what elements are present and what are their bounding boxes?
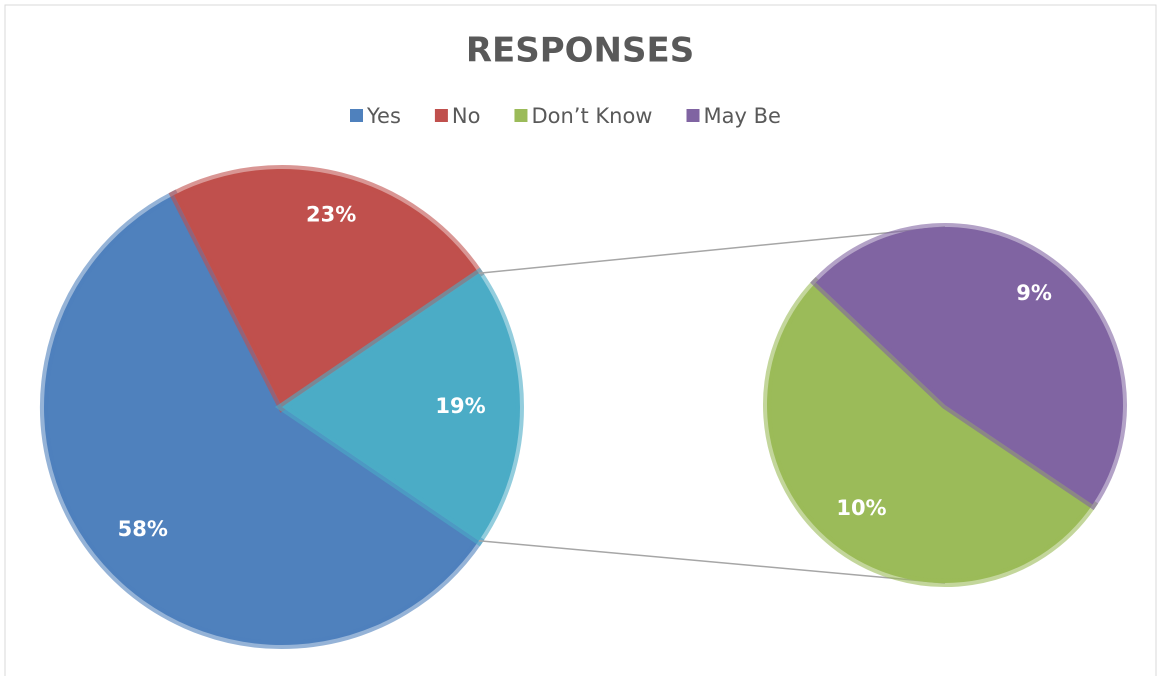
legend-label: No (452, 104, 481, 128)
data-label: 19% (435, 394, 485, 418)
data-label: 23% (306, 203, 356, 227)
legend-label: Yes (366, 104, 401, 128)
legend-swatch (434, 109, 448, 122)
legend-label: Don’t Know (531, 104, 652, 128)
data-label: 58% (118, 517, 168, 541)
pie-slice (168, 165, 485, 413)
pie-slice (40, 189, 485, 649)
data-label: 10% (836, 496, 886, 520)
legend-swatch (686, 109, 700, 122)
legend-swatch (514, 109, 528, 122)
pie-slice (763, 276, 1099, 587)
data-label: 9% (1016, 281, 1052, 305)
connector-line (478, 540, 946, 584)
legend-swatch (350, 109, 363, 122)
legend-label: May Be (704, 104, 781, 128)
pie-slice (810, 222, 1127, 511)
pie-slice (274, 267, 524, 547)
connector-line (478, 226, 946, 274)
chart-title: RESPONSES (466, 31, 694, 71)
